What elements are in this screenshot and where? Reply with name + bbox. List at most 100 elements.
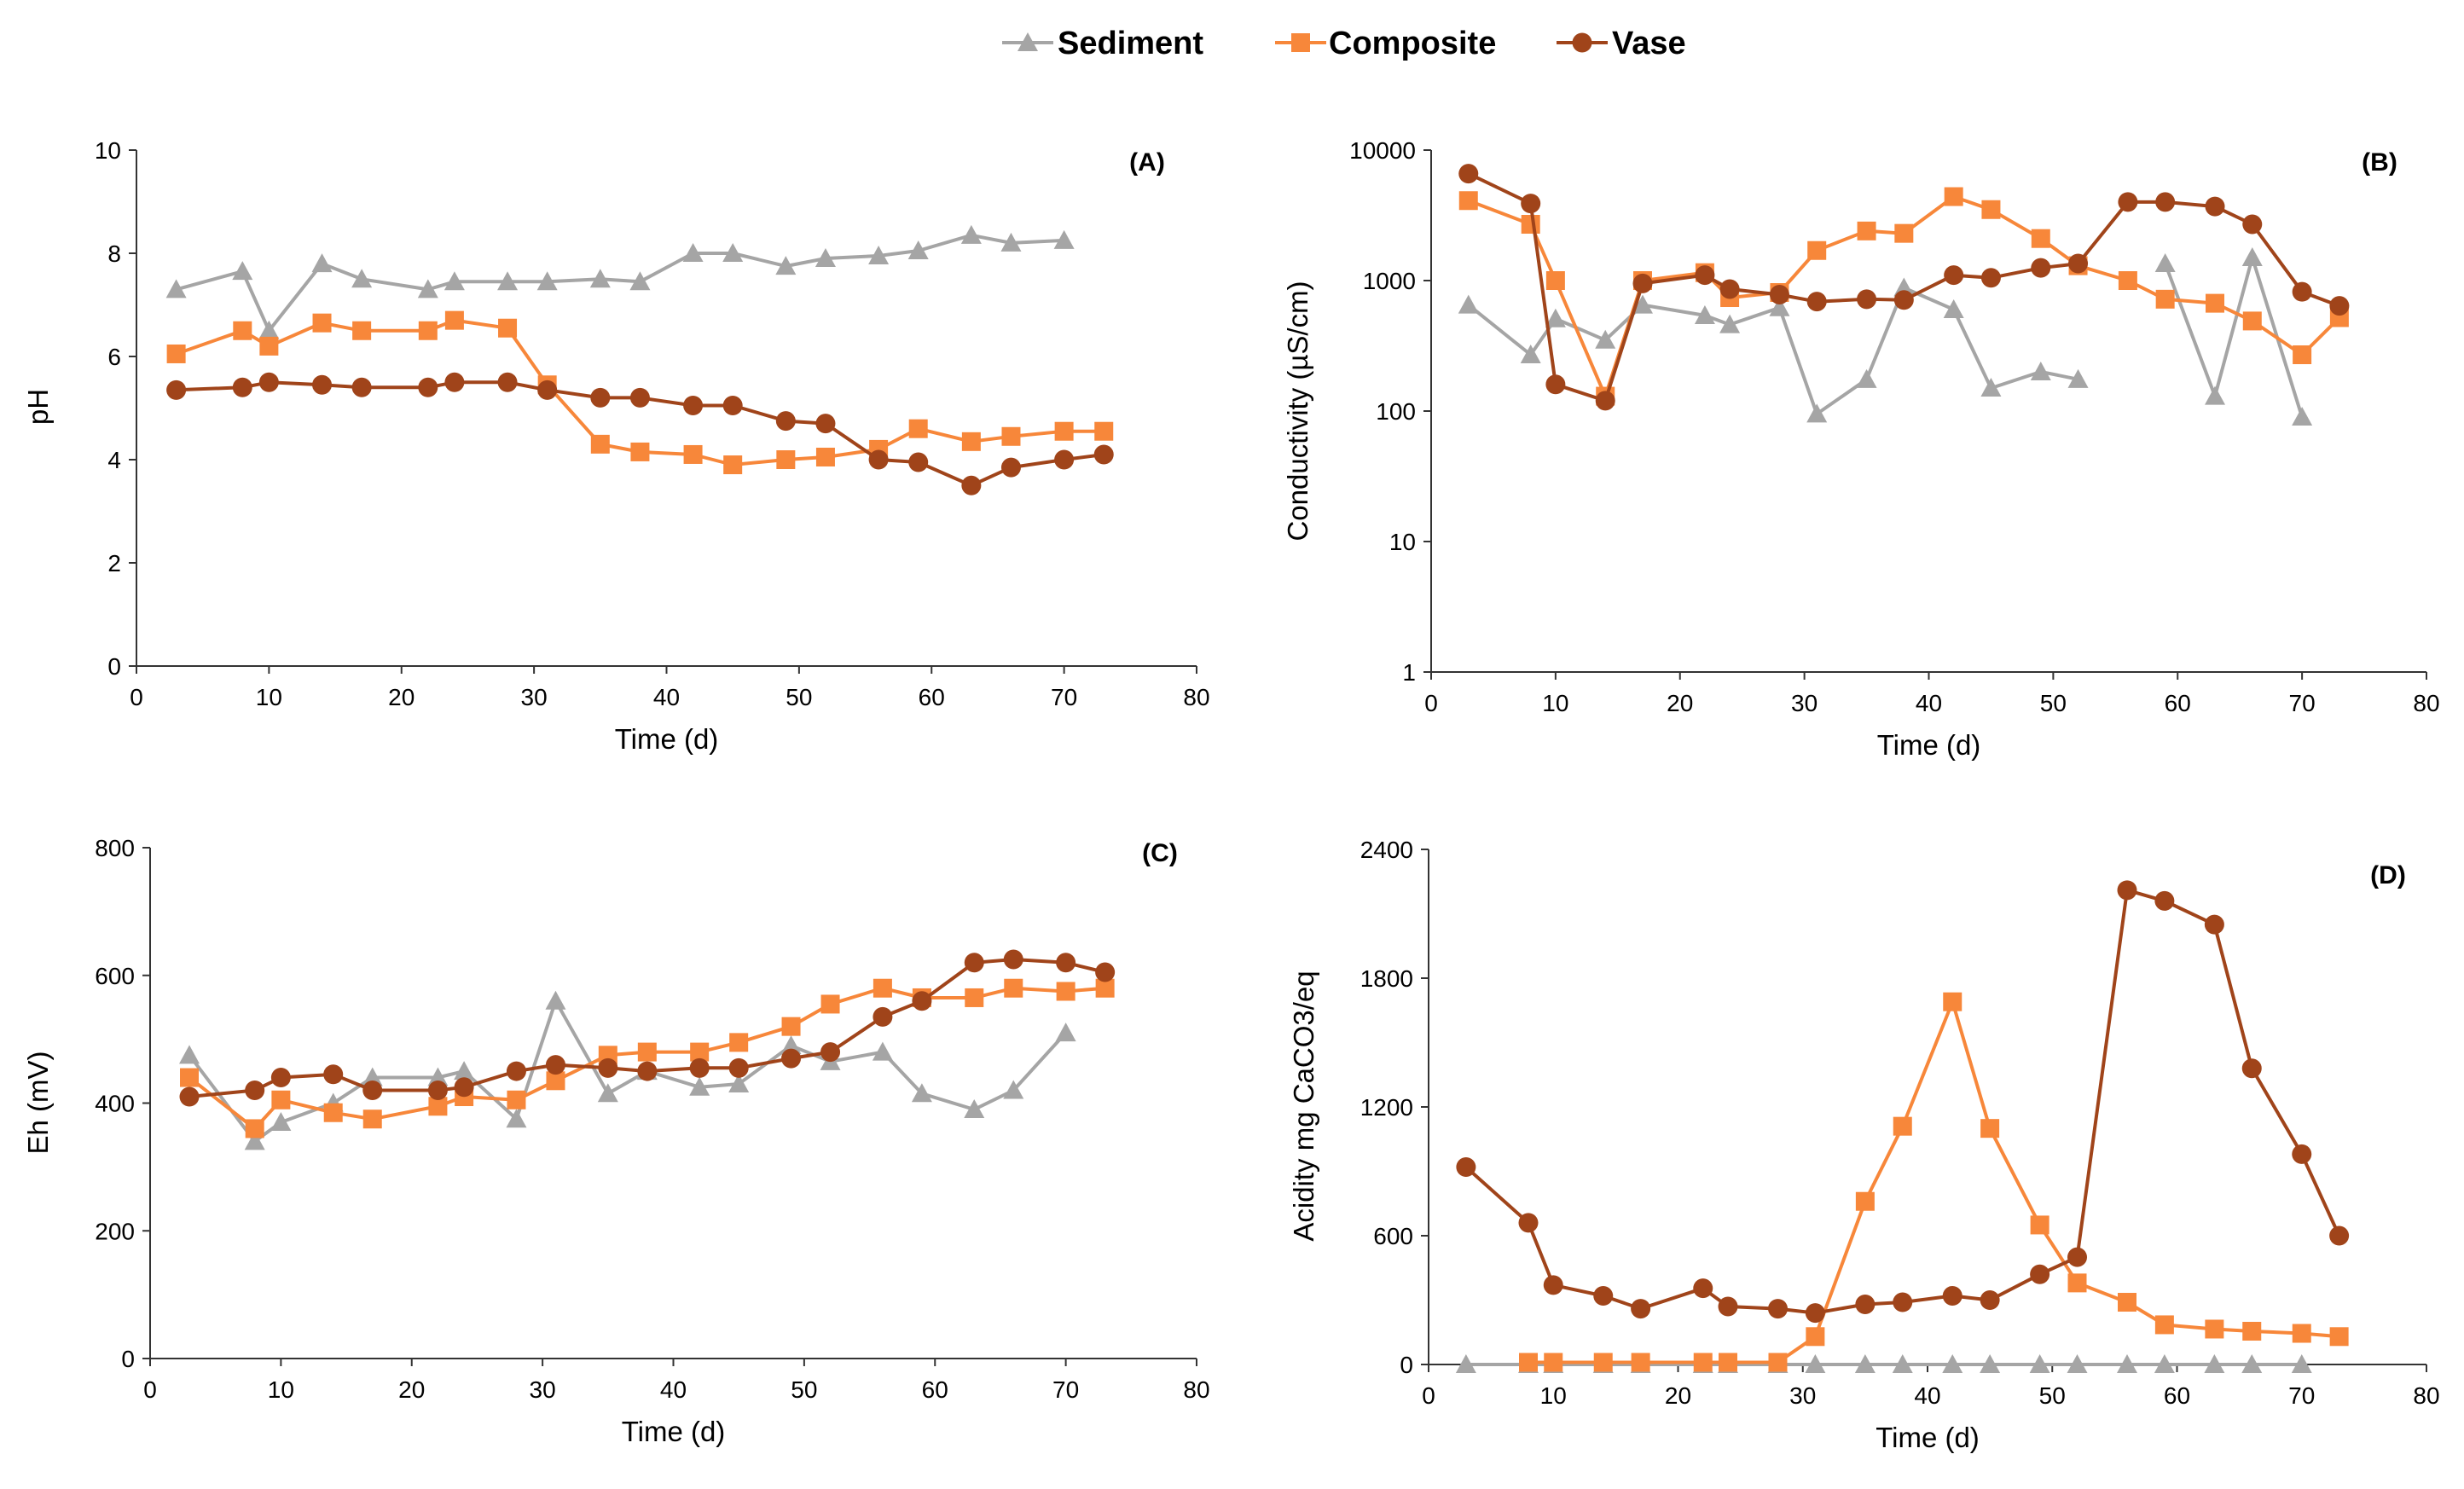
data-point-vase-a bbox=[232, 377, 252, 397]
data-point-sediment-c bbox=[179, 1045, 200, 1064]
data-point-sediment-a bbox=[417, 279, 438, 298]
data-point-composite-c bbox=[820, 994, 840, 1014]
x-tick-label-a: 70 bbox=[1051, 684, 1077, 710]
data-point-composite-d bbox=[1544, 1353, 1563, 1372]
data-point-composite-b bbox=[2118, 271, 2137, 290]
data-point-sediment-a bbox=[536, 271, 558, 291]
data-point-composite-d bbox=[2329, 1327, 2349, 1347]
y-tick-label-b: 10000 bbox=[1349, 137, 1416, 164]
data-point-composite-c bbox=[428, 1097, 448, 1116]
x-tick-label-d: 50 bbox=[2039, 1382, 2066, 1409]
data-point-vase-d bbox=[2292, 1144, 2312, 1164]
x-tick-label-c: 50 bbox=[791, 1376, 817, 1403]
data-point-vase-a bbox=[775, 411, 796, 432]
x-tick-label-b: 40 bbox=[1916, 690, 1942, 716]
data-point-composite-c bbox=[271, 1090, 291, 1110]
data-point-composite-d bbox=[1855, 1191, 1875, 1211]
panel-b: 1 10 100 1000 10000 0 10 20 30 40 50 60 70 80 Time (d)… bbox=[1282, 137, 2440, 761]
data-point-vase-b bbox=[1893, 290, 1914, 310]
data-point-vase-c bbox=[912, 991, 932, 1011]
data-point-sediment-a bbox=[682, 243, 704, 262]
x-tick-label-a: 40 bbox=[653, 684, 680, 710]
y-tick-label-c: 200 bbox=[95, 1218, 135, 1244]
data-point-sediment-a bbox=[907, 240, 929, 259]
data-point-composite-b bbox=[2242, 311, 2262, 331]
data-point-sediment-d bbox=[2204, 1354, 2225, 1373]
data-point-composite-a bbox=[815, 447, 835, 466]
x-tick-label-d: 40 bbox=[1914, 1382, 1940, 1409]
x-tick-label-d: 0 bbox=[1422, 1382, 1435, 1409]
data-point-sediment-b bbox=[1595, 329, 1616, 349]
series-line-sediment-c bbox=[188, 999, 1068, 1144]
data-point-sediment-c bbox=[597, 1083, 618, 1103]
panel-c: 0 200 400 600 800 0 10 20 30 40 50 60 70 80 Time (d) Eh… bbox=[22, 835, 1210, 1447]
data-point-composite-c bbox=[507, 1090, 526, 1110]
data-point-vase-b bbox=[2242, 214, 2263, 235]
data-point-vase-c bbox=[1003, 949, 1023, 970]
data-point-composite-d bbox=[1806, 1327, 1825, 1347]
data-point-vase-c bbox=[427, 1081, 448, 1101]
data-point-composite-b bbox=[1894, 223, 1914, 243]
data-point-vase-a bbox=[351, 377, 372, 397]
data-point-vase-d bbox=[1718, 1296, 1738, 1317]
data-point-composite-a bbox=[352, 321, 372, 340]
data-point-sediment-d bbox=[1854, 1354, 1876, 1373]
data-point-sediment-a bbox=[868, 246, 890, 265]
data-point-vase-c bbox=[506, 1061, 526, 1081]
x-tick-label-a: 50 bbox=[786, 684, 812, 710]
data-point-vase-d bbox=[1543, 1275, 1563, 1295]
x-tick-label-c: 10 bbox=[268, 1376, 294, 1403]
data-point-vase-c bbox=[245, 1081, 265, 1101]
data-point-composite-b bbox=[1458, 191, 1478, 211]
data-point-composite-b bbox=[2293, 345, 2312, 365]
panel-label-a: (A) bbox=[1129, 148, 1165, 177]
data-point-sediment-b bbox=[1719, 314, 1741, 333]
data-point-composite-c bbox=[690, 1042, 710, 1062]
data-point-sediment-a bbox=[444, 271, 465, 291]
data-point-vase-a bbox=[961, 475, 982, 495]
data-point-composite-d bbox=[1943, 992, 1963, 1011]
data-point-sediment-b bbox=[1856, 368, 1877, 388]
data-point-vase-c bbox=[270, 1068, 291, 1088]
x-axis-label-c: Time (d) bbox=[622, 1416, 726, 1447]
x-tick-label-b: 0 bbox=[1424, 690, 1438, 716]
data-point-vase-a bbox=[444, 372, 465, 392]
data-point-composite-d bbox=[1631, 1353, 1650, 1372]
data-point-vase-d bbox=[2329, 1225, 2350, 1246]
series-line-sediment-b bbox=[2163, 256, 2305, 418]
data-point-composite-a bbox=[166, 344, 186, 363]
data-point-sediment-a bbox=[629, 271, 651, 291]
x-tick-label-c: 70 bbox=[1052, 1376, 1079, 1403]
x-tick-label-c: 20 bbox=[398, 1376, 425, 1403]
data-point-sediment-c bbox=[545, 990, 566, 1010]
data-point-sediment-b bbox=[1458, 294, 1479, 314]
data-point-sediment-c bbox=[780, 1035, 802, 1055]
data-point-sediment-a bbox=[722, 243, 744, 262]
x-tick-label-c: 60 bbox=[922, 1376, 948, 1403]
data-point-composite-d bbox=[2067, 1273, 2087, 1293]
data-point-vase-b bbox=[2068, 253, 2089, 274]
data-point-composite-a bbox=[233, 321, 252, 340]
data-point-vase-d bbox=[2154, 890, 2175, 911]
x-tick-label-d: 10 bbox=[1540, 1382, 1567, 1409]
data-point-sediment-d bbox=[1455, 1354, 1476, 1373]
data-point-vase-d bbox=[1518, 1213, 1539, 1233]
data-point-composite-d bbox=[1719, 1353, 1737, 1372]
data-point-composite-d bbox=[1693, 1353, 1713, 1372]
data-point-vase-c bbox=[728, 1057, 749, 1078]
data-point-composite-a bbox=[498, 318, 518, 338]
data-point-sediment-c bbox=[964, 1098, 985, 1118]
data-point-vase-b bbox=[1695, 265, 1715, 286]
data-point-composite-d bbox=[1593, 1353, 1613, 1372]
y-axis-label-d: Acidity mg CaCO3/eq bbox=[1288, 970, 1319, 1241]
y-axis-label-c: Eh (mV) bbox=[22, 1051, 54, 1154]
data-point-sediment-a bbox=[165, 279, 187, 298]
data-point-composite-b bbox=[1807, 240, 1827, 260]
panel-label-b: (B) bbox=[2362, 148, 2397, 177]
data-point-sediment-c bbox=[427, 1067, 449, 1086]
data-point-composite-d bbox=[1980, 1119, 2000, 1138]
panel-label-d: (D) bbox=[2370, 861, 2406, 889]
data-point-vase-a bbox=[1054, 449, 1075, 470]
x-tick-label-c: 30 bbox=[530, 1376, 556, 1403]
data-point-sediment-b bbox=[1943, 298, 1964, 318]
